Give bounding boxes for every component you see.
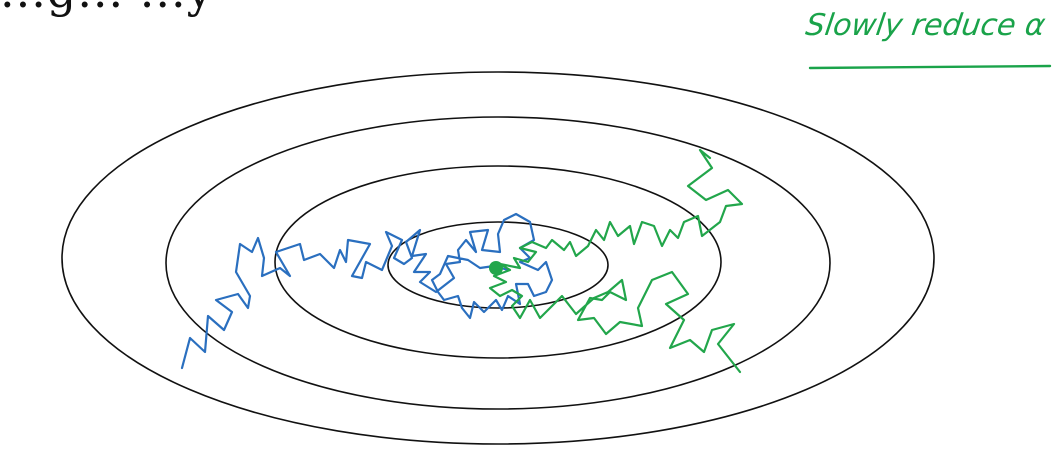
contour-second: [165, 116, 831, 410]
contour-group: [61, 71, 935, 445]
contour-third: [274, 165, 722, 359]
slide-heading-fragment: ...g... ...y: [0, 0, 214, 18]
blue-gradient-path: [180, 212, 554, 370]
green-gradient-path: [488, 148, 744, 374]
contour-outer: [61, 71, 935, 445]
annotation-underline: [808, 64, 1052, 70]
contour-inner: [387, 221, 609, 309]
minimum-marker: [489, 261, 503, 275]
